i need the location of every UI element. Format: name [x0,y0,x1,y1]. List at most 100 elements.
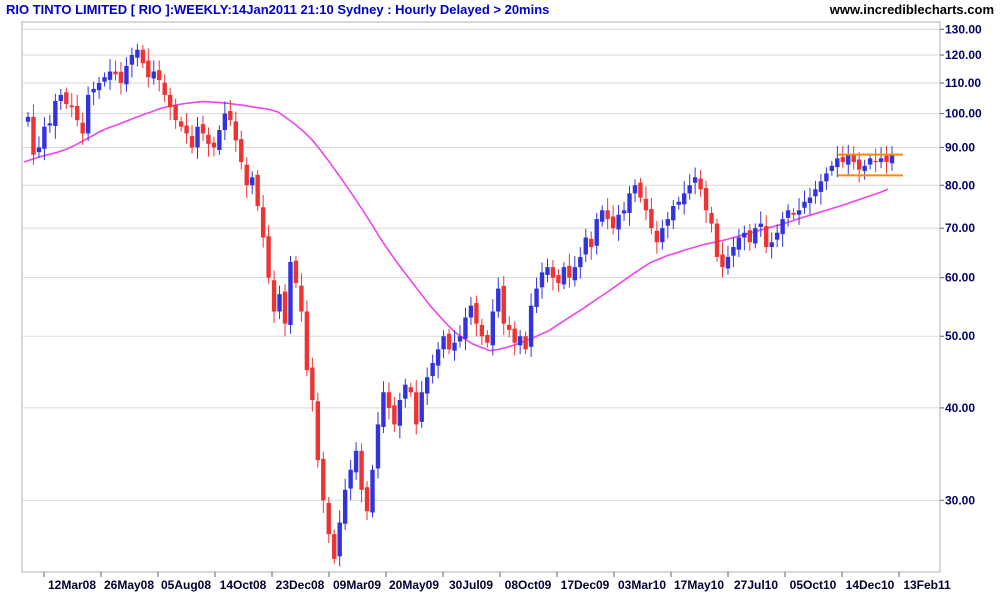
candle-body [211,142,217,148]
candle [332,529,337,564]
candle-body [703,188,709,211]
candle-body [441,336,446,350]
candle-body [332,534,337,559]
candle [419,381,424,428]
candle [725,245,731,275]
candle [660,219,665,250]
candle-body [42,126,47,149]
candle [80,112,85,145]
candle [599,205,605,227]
candle [107,59,113,90]
candle [392,396,397,432]
candle [31,104,36,165]
candle [408,382,413,398]
candle [528,293,534,357]
candle-body [381,392,386,427]
candle [796,198,802,225]
candle [222,101,228,141]
candle [271,270,277,323]
candle-body [632,185,638,194]
candle [556,269,561,292]
candle-body [206,134,211,144]
candle [184,113,189,144]
x-tick-label: 23Dec08 [276,578,325,592]
candle-body [157,70,162,81]
candle [731,237,736,268]
x-tick-label: 09Mar09 [333,578,381,592]
candle [239,130,244,170]
candle [250,171,255,195]
candle [496,277,501,318]
candle [435,342,441,379]
candle [512,321,517,356]
candle-body [698,178,703,190]
candle [687,174,692,200]
candle-body [638,182,643,198]
candle-body [233,121,238,141]
candle-body [802,201,807,208]
x-tick-label: 27Jul10 [734,578,778,592]
candle-body [851,154,856,163]
candle-body [561,267,567,285]
candle [206,127,211,157]
candle-body [146,60,151,78]
candle [211,136,217,157]
candle [583,228,588,262]
candle [288,255,293,334]
candle-body [75,105,80,121]
candle-body [102,77,107,82]
candle-body [424,377,430,394]
candle-body [299,285,304,312]
candle-body [523,336,528,350]
candle-body [321,458,326,501]
candle [682,181,687,215]
candle [370,464,375,518]
candle [69,93,74,118]
candle [348,459,353,500]
chart-title: RIO TINTO LIMITED [ RIO ]:WEEKLY:14Jan20… [6,2,550,17]
candle-body [780,219,785,235]
candle-body [419,392,424,422]
candle [507,316,512,338]
candle-body [785,210,791,218]
candle-body [545,267,550,275]
candle-body [610,216,616,229]
candle [884,145,889,174]
candle [457,325,463,348]
candle [452,330,457,361]
candle [802,190,807,214]
candle-body [64,92,69,105]
site-url[interactable]: www.incrediblecharts.com [829,2,994,17]
candle-body [889,154,895,164]
candle [468,297,474,326]
candle-body [359,450,364,490]
candle-body [517,336,523,346]
candle-body [266,236,271,278]
candle-body [293,260,299,284]
candle-body [835,158,840,168]
candle-body [764,226,769,248]
candle-body [512,328,517,343]
candle [714,218,720,262]
candle [463,307,468,351]
candle-body [31,116,36,155]
candle [189,125,195,154]
candle-body [878,158,884,163]
candle-body [654,230,660,243]
candle [485,330,490,348]
y-tick-label: 80.00 [945,178,975,192]
candle [671,199,676,230]
x-tick-label: 14Oct08 [220,578,267,592]
candle-body [507,324,512,330]
candle-body [747,230,753,243]
candle-body [397,399,403,426]
candle [266,225,271,284]
y-tick-label: 110.00 [945,76,981,90]
candle-body [452,342,457,351]
candle [736,228,742,258]
candle [178,116,184,132]
candle [758,211,763,238]
candle [85,86,91,141]
candle [414,379,419,435]
candle-body [501,286,506,324]
